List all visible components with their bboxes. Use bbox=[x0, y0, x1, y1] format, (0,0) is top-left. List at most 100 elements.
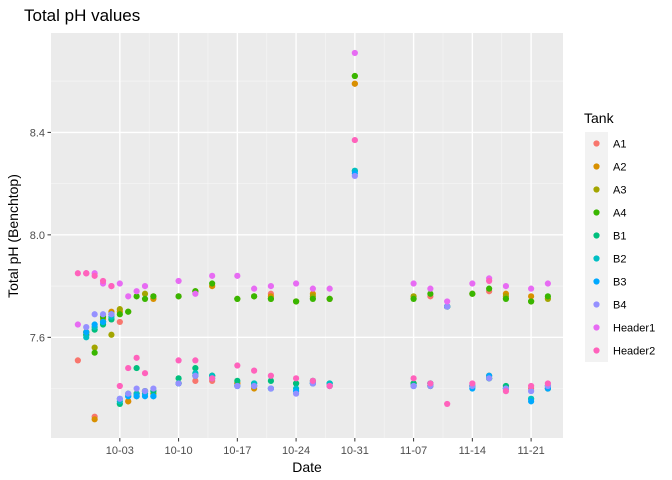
data-point bbox=[292, 298, 300, 305]
data-point bbox=[267, 372, 275, 379]
chart-title: Total pH values bbox=[24, 6, 140, 25]
legend-swatch bbox=[593, 255, 600, 262]
data-point bbox=[83, 334, 90, 341]
data-point bbox=[133, 393, 140, 400]
legend-item-B2: B2 bbox=[585, 247, 626, 270]
legend: Tank A1 A2 A3 A4 B1 B2 B3 B4 Header1 Header2 bbox=[584, 110, 655, 362]
y-tick-label: 7.6 bbox=[30, 332, 45, 344]
legend-label: Header1 bbox=[613, 323, 655, 335]
y-axis-ticks: 7.6 8.0 8.4 bbox=[30, 127, 51, 344]
data-point bbox=[209, 375, 216, 382]
data-point bbox=[116, 311, 123, 318]
legend-swatch bbox=[593, 140, 600, 147]
data-point bbox=[209, 280, 216, 287]
data-point bbox=[410, 295, 417, 303]
legend-label: B4 bbox=[613, 300, 626, 312]
data-point bbox=[544, 380, 551, 387]
data-point bbox=[125, 293, 132, 300]
data-point bbox=[133, 293, 140, 300]
x-tick-label: 10-31 bbox=[341, 445, 369, 457]
data-point bbox=[83, 323, 90, 331]
data-point bbox=[175, 380, 182, 387]
data-point bbox=[141, 393, 149, 400]
data-point bbox=[267, 377, 275, 384]
legend-swatch bbox=[593, 324, 600, 331]
legend-item-A2: A2 bbox=[585, 155, 626, 178]
data-point bbox=[91, 321, 98, 328]
x-tick-label: 11-14 bbox=[459, 445, 486, 457]
data-point bbox=[91, 311, 98, 318]
legend-label: A1 bbox=[613, 139, 626, 151]
data-point bbox=[292, 390, 300, 397]
data-point bbox=[141, 388, 149, 395]
data-point bbox=[528, 388, 535, 395]
data-point bbox=[292, 280, 300, 287]
data-point bbox=[133, 364, 140, 372]
data-point bbox=[150, 393, 157, 400]
x-tick-label: 10-03 bbox=[106, 445, 134, 457]
data-point bbox=[141, 370, 149, 377]
data-point bbox=[141, 290, 149, 297]
data-point bbox=[351, 136, 358, 144]
data-point bbox=[528, 285, 535, 292]
data-point bbox=[175, 277, 182, 285]
data-point bbox=[125, 398, 132, 405]
legend-swatch bbox=[593, 232, 600, 239]
data-point bbox=[108, 311, 115, 318]
legend-swatch bbox=[593, 301, 600, 308]
legend-label: A4 bbox=[613, 208, 626, 220]
data-point bbox=[150, 385, 157, 392]
data-point bbox=[486, 277, 493, 285]
data-point bbox=[544, 280, 551, 287]
major-gridlines bbox=[51, 33, 563, 438]
data-point bbox=[175, 293, 182, 300]
data-point bbox=[292, 375, 300, 382]
data-point bbox=[116, 306, 123, 313]
data-point bbox=[99, 311, 107, 318]
data-point bbox=[267, 385, 275, 392]
legend-title: Tank bbox=[584, 110, 615, 126]
data-point bbox=[502, 282, 510, 290]
data-point bbox=[234, 272, 241, 279]
legend-swatch bbox=[593, 186, 600, 193]
data-point bbox=[192, 364, 199, 372]
data-point bbox=[133, 288, 140, 295]
legend-label: B3 bbox=[613, 277, 626, 289]
data-point bbox=[99, 277, 107, 285]
data-point bbox=[91, 416, 98, 423]
legend-item-Header2: Header2 bbox=[585, 339, 655, 362]
data-point bbox=[83, 270, 90, 277]
legend-item-B3: B3 bbox=[585, 270, 626, 293]
data-point bbox=[125, 364, 132, 372]
data-point bbox=[410, 375, 417, 382]
data-point bbox=[427, 285, 434, 292]
data-point bbox=[91, 344, 98, 351]
x-tick-label: 11-21 bbox=[517, 445, 544, 457]
x-tick-label: 10-24 bbox=[282, 445, 310, 457]
data-point bbox=[116, 395, 123, 402]
data-point bbox=[309, 295, 316, 303]
x-axis-ticks: 10-03 10-10 10-17 10-24 10-31 11-07 11-14 11-21 bbox=[106, 438, 545, 457]
data-point bbox=[175, 357, 182, 364]
data-point bbox=[351, 49, 358, 57]
data-point bbox=[351, 80, 358, 87]
data-point bbox=[410, 280, 417, 287]
data-point bbox=[528, 398, 535, 405]
legend-item-A4: A4 bbox=[585, 201, 626, 224]
legend-item-A1: A1 bbox=[585, 132, 626, 155]
legend-item-B1: B1 bbox=[585, 224, 626, 247]
data-point bbox=[326, 285, 333, 292]
legend-swatch bbox=[593, 278, 600, 285]
data-point bbox=[74, 357, 81, 364]
legend-swatch bbox=[593, 347, 600, 354]
data-point bbox=[292, 380, 300, 387]
data-point bbox=[91, 272, 98, 279]
data-points bbox=[74, 49, 551, 423]
data-point bbox=[267, 282, 275, 290]
data-point bbox=[251, 367, 258, 374]
data-point bbox=[309, 377, 316, 384]
data-point bbox=[234, 382, 241, 390]
data-point bbox=[108, 331, 115, 338]
data-point bbox=[234, 362, 241, 369]
